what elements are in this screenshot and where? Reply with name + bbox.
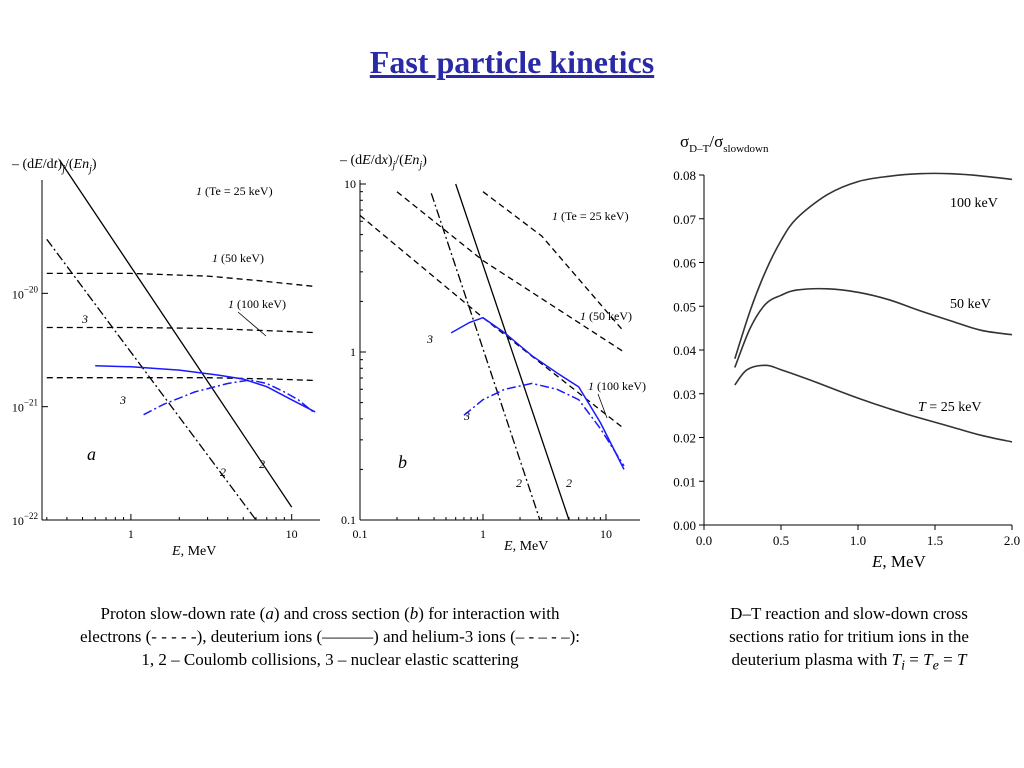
chart-c-x-tick-label: 1.0	[850, 533, 866, 548]
chart-a-series-6	[143, 379, 316, 416]
chart-a-series-4	[46, 238, 257, 521]
chart-c-y-tick-label: 0.02	[673, 431, 696, 446]
chart-b-label-te25: 1 (Te = 25 keV)	[552, 209, 629, 223]
chart-a-label-50kev: 1 (50 keV)	[212, 251, 264, 265]
chart-c-xlabel: E, MeV	[871, 552, 927, 571]
chart-b-series-3	[455, 183, 570, 521]
chart-b-label-3-solid: 3	[426, 332, 433, 346]
chart-c-y-tick-label: 0.05	[673, 299, 696, 314]
chart-c-x-tick-label: 0.0	[696, 533, 712, 548]
chart-c-series-0	[734, 172, 1013, 360]
chart-a-series-0	[46, 272, 316, 288]
chart-b-series-6	[463, 382, 625, 467]
chart-a-ylabel: – (dE/dt)j/(Enj)	[11, 157, 97, 175]
chart-b-label-2-dashdot: 2	[516, 476, 522, 490]
chart-c-y-tick-label: 0.08	[673, 168, 696, 183]
chart-a-series-2	[46, 377, 316, 382]
chart-c-series-1	[734, 287, 1013, 368]
chart-c-y-tick-label: 0.06	[673, 256, 696, 271]
chart-c-label-1: 50 keV	[950, 297, 991, 312]
chart-a-label-100kev: 1 (100 keV)	[228, 297, 286, 311]
chart-a-y-tick-label: 10−20	[12, 284, 39, 301]
chart-c-y-tick-label: 0.07	[673, 212, 696, 227]
chart-c-label-0: 100 keV	[950, 196, 998, 211]
caption-left: Proton slow-down rate (a) and cross sect…	[80, 604, 580, 669]
chart-b-y-tick-label: 1	[350, 345, 356, 359]
chart-b-label-100kev: 1 (100 keV)	[588, 379, 646, 393]
slide-title: Fast particle kinetics	[369, 44, 655, 80]
chart-a-proton-slowdown-rate: – (dE/dt)j/(Enj) 1 10 10−22 10−21 10−20 1 (T…	[11, 157, 320, 559]
chart-b-x-tick-label: 0.1	[353, 527, 368, 541]
chart-a-series-3	[58, 159, 293, 508]
chart-b-series-1	[396, 191, 625, 353]
chart-c-y-tick-label: 0.00	[673, 518, 696, 533]
chart-c-title: σD–T/σslowdown	[680, 132, 769, 155]
chart-c-label-2: T = 25 keV	[918, 400, 982, 415]
chart-b-y-tick-label: 10	[344, 177, 356, 191]
chart-b-proton-cross-section: – (dE/dx)j/(Enj) 0.1 1 10 0.1 1 10 1 (Te = 25…	[339, 153, 646, 554]
chart-c-x-tick-label: 0.5	[773, 533, 789, 548]
chart-c-series-2	[734, 364, 1013, 443]
chart-c-y-tick-label: 0.01	[673, 474, 696, 489]
chart-a-label-te25: 1 (Te = 25 keV)	[196, 184, 273, 198]
chart-b-series-2	[359, 214, 625, 430]
caption-right: D–T reaction and slow-down cross section…	[729, 604, 969, 674]
chart-a-y-tick-label: 10−22	[12, 511, 38, 528]
chart-a-x-tick-label: 10	[286, 527, 298, 541]
chart-b-x-tick-label: 1	[480, 527, 486, 541]
chart-a-y-tick-label: 10−21	[12, 398, 38, 415]
chart-a-series-5	[95, 364, 316, 413]
chart-b-series-5	[450, 316, 625, 470]
chart-b-label-2-solid: 2	[566, 476, 572, 490]
chart-b-label-3-dashdot: 3	[463, 409, 470, 423]
chart-c-x-tick-label: 1.5	[927, 533, 943, 548]
chart-b-y-tick-label: 0.1	[341, 513, 356, 527]
chart-c-y-tick-label: 0.03	[673, 387, 696, 402]
chart-a-x-tick-label: 1	[128, 527, 134, 541]
chart-a-label-3-solid: 3	[81, 312, 88, 326]
chart-a-label-2-solid: 2	[259, 457, 265, 471]
chart-c-y-tick-label: 0.04	[673, 343, 696, 358]
chart-a-label-3-dashdot: 3	[119, 393, 126, 407]
chart-a-panel-label: a	[87, 444, 96, 464]
chart-c-cross-section-ratio: σD–T/σslowdown 0.0 0.5 1.0 1.5 2.0 0.00 0.01 0.…	[673, 132, 1020, 571]
chart-b-ylabel: – (dE/dx)j/(Enj)	[339, 153, 427, 171]
chart-b-x-tick-label: 10	[600, 527, 612, 541]
chart-a-xlabel: E, MeV	[171, 544, 216, 559]
chart-b-label-50kev: 1 (50 keV)	[580, 309, 632, 323]
chart-b-series-0	[482, 191, 625, 333]
chart-b-series-4	[430, 193, 541, 521]
chart-b-panel-label: b	[398, 452, 407, 472]
chart-a-series-1	[46, 326, 316, 334]
chart-a-label-2-dashdot: 2	[220, 465, 226, 479]
chart-b-xlabel: E, MeV	[503, 539, 548, 554]
chart-c-x-tick-label: 2.0	[1004, 533, 1020, 548]
